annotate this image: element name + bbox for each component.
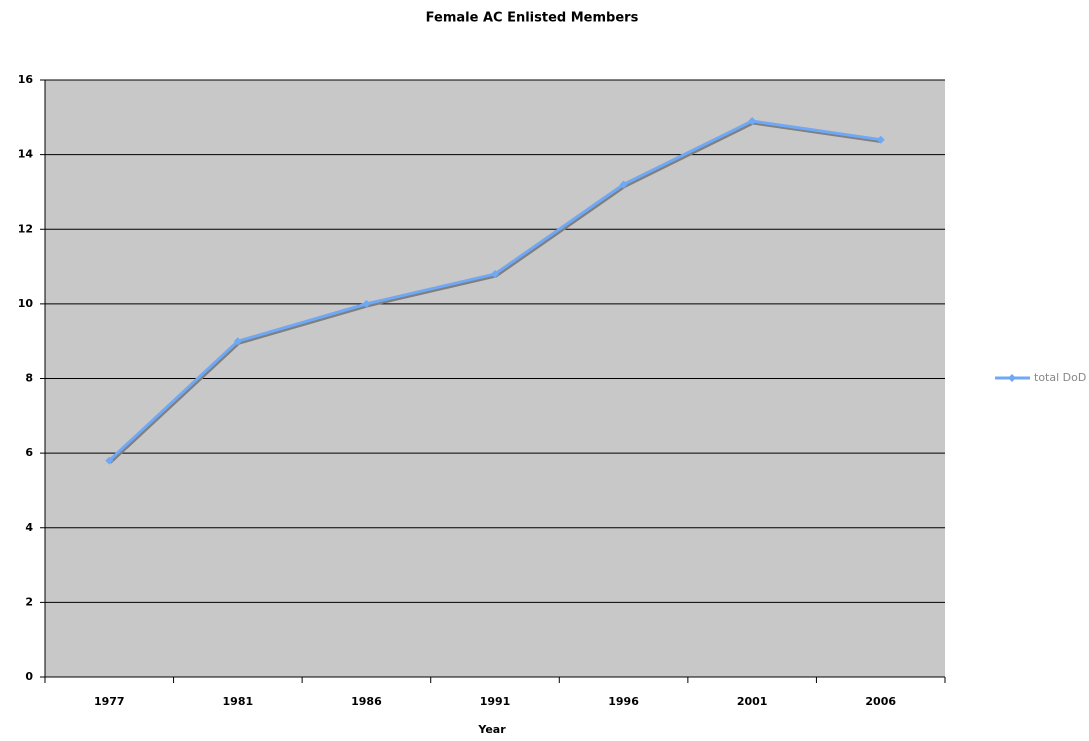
y-tick-label: 0 [25,670,33,683]
x-tick-label: 1986 [351,695,382,708]
x-tick-label: 1996 [608,695,639,708]
y-tick-label: 8 [25,372,33,385]
legend-marker [1008,374,1016,382]
y-tick-label: 4 [25,521,33,534]
point-marker [619,180,628,189]
x-tick-label: 1991 [480,695,511,708]
point-marker [233,337,242,346]
x-tick-label: 2001 [737,695,768,708]
point-marker [105,456,114,465]
y-tick-label: 10 [18,297,34,310]
x-axis-label: Year [477,723,506,736]
y-tick-label: 2 [25,595,33,608]
point-marker [491,270,499,279]
y-tick-label: 16 [18,73,34,86]
x-tick-label: 1977 [94,695,125,708]
y-tick-label: 14 [18,148,34,161]
point-marker [362,299,371,308]
chart-title: Female AC Enlisted Members [426,11,639,26]
point-marker [748,117,757,126]
legend-text: total DoD [1034,371,1086,384]
x-tick-label: 2006 [865,695,896,708]
y-tick-label: 12 [18,222,33,235]
point-marker [876,135,885,144]
x-tick-label: 1981 [223,695,254,708]
y-tick-label: 6 [25,446,33,459]
